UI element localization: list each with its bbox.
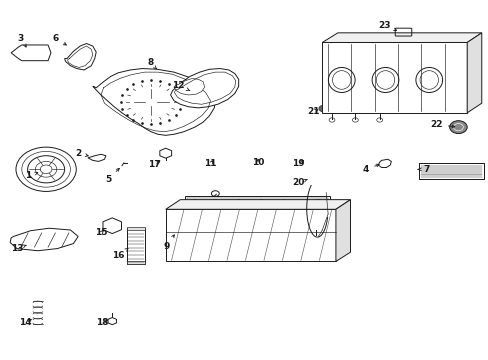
Text: 3: 3 [18, 34, 26, 47]
Polygon shape [418, 163, 483, 179]
Circle shape [304, 199, 308, 202]
Text: 7: 7 [417, 165, 429, 174]
Polygon shape [322, 33, 481, 42]
Circle shape [213, 199, 217, 202]
Text: 4: 4 [362, 164, 378, 174]
Polygon shape [165, 209, 335, 261]
Bar [187, 198, 327, 204]
Bar [216, 235, 247, 259]
Text: 5: 5 [105, 168, 119, 184]
Circle shape [449, 121, 466, 134]
Polygon shape [88, 154, 106, 161]
Circle shape [318, 105, 327, 112]
Polygon shape [93, 68, 215, 135]
Text: 23: 23 [378, 21, 396, 31]
Bar [295, 235, 327, 259]
Text: 6: 6 [53, 34, 66, 45]
Text: 8: 8 [147, 58, 156, 69]
Polygon shape [377, 159, 390, 167]
Polygon shape [10, 228, 78, 251]
Circle shape [17, 51, 20, 54]
Text: 22: 22 [429, 120, 454, 129]
Text: 15: 15 [95, 228, 107, 237]
Bar [185, 196, 329, 205]
Text: 19: 19 [291, 159, 304, 168]
Polygon shape [11, 45, 51, 61]
Text: 21: 21 [306, 107, 319, 116]
Circle shape [282, 199, 286, 202]
Text: 1: 1 [25, 171, 38, 180]
Bar [126, 227, 145, 230]
Bar [126, 261, 145, 264]
Text: 14: 14 [20, 318, 32, 327]
Polygon shape [322, 42, 466, 113]
Text: 18: 18 [96, 318, 108, 327]
Circle shape [193, 199, 197, 202]
Circle shape [236, 199, 240, 202]
Text: 10: 10 [251, 158, 264, 167]
Circle shape [259, 199, 263, 202]
Circle shape [18, 237, 22, 241]
Text: 13: 13 [11, 244, 26, 253]
Circle shape [43, 51, 47, 54]
Polygon shape [160, 148, 171, 158]
Bar [418, 163, 428, 179]
Text: 12: 12 [172, 81, 189, 91]
Polygon shape [466, 33, 481, 113]
Text: 16: 16 [112, 248, 128, 260]
Bar [471, 163, 483, 179]
Bar [126, 228, 145, 264]
Polygon shape [165, 200, 350, 209]
Circle shape [71, 237, 76, 241]
Text: 2: 2 [75, 149, 88, 158]
Polygon shape [64, 44, 96, 70]
Text: 17: 17 [148, 161, 161, 170]
Polygon shape [103, 218, 121, 234]
Text: 9: 9 [163, 235, 174, 251]
Polygon shape [335, 200, 350, 261]
Bar [256, 235, 287, 259]
Bar [176, 235, 207, 259]
Text: 20: 20 [291, 178, 306, 187]
Polygon shape [174, 78, 204, 95]
Polygon shape [170, 68, 238, 108]
Text: 11: 11 [204, 159, 216, 168]
Circle shape [316, 199, 320, 202]
Polygon shape [108, 318, 116, 325]
